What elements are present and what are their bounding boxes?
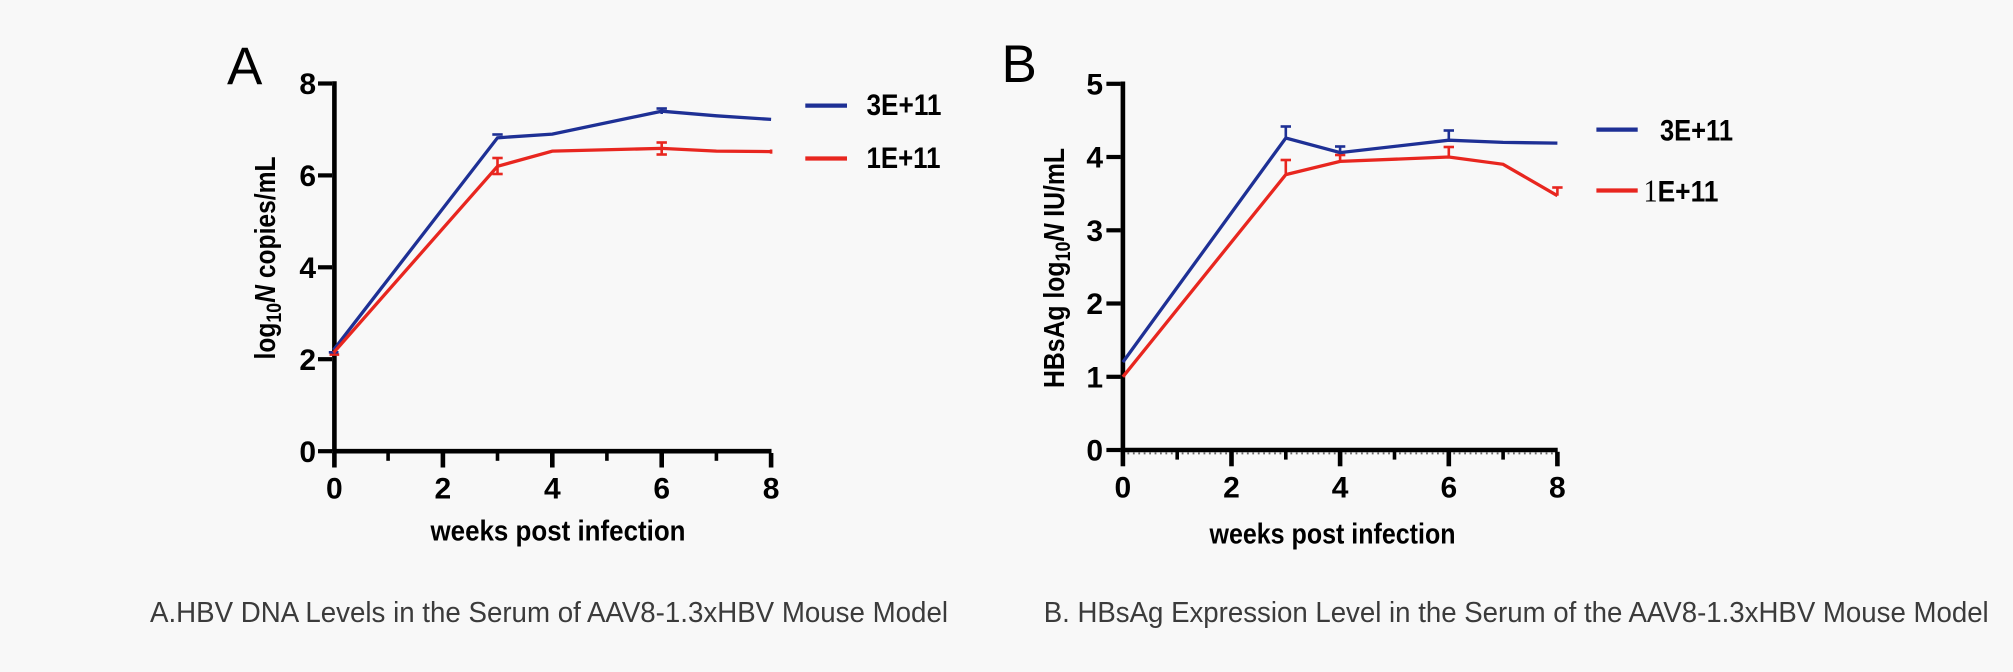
svg-text:2: 2: [435, 473, 452, 506]
svg-text:3: 3: [1086, 215, 1103, 248]
svg-text:2: 2: [1223, 471, 1240, 504]
svg-text:weeks post infection: weeks post infection: [430, 516, 686, 548]
svg-text:5: 5: [1086, 69, 1103, 102]
svg-text:0: 0: [299, 436, 316, 469]
svg-text:A: A: [227, 37, 263, 96]
svg-text:6: 6: [299, 160, 316, 193]
svg-text:4: 4: [544, 473, 561, 506]
svg-text:0: 0: [326, 473, 343, 506]
svg-text:B. HBsAg Expression Level in t: B. HBsAg Expression Level in the Serum o…: [1044, 597, 1989, 629]
svg-text:4: 4: [299, 252, 316, 285]
svg-text:0: 0: [1086, 435, 1103, 468]
svg-text:3E+11: 3E+11: [1660, 114, 1733, 147]
svg-text:1: 1: [1086, 362, 1103, 395]
svg-text:4: 4: [1332, 471, 1349, 504]
svg-text:8: 8: [299, 68, 316, 101]
svg-text:2: 2: [1086, 288, 1103, 321]
svg-text:HBsAg log10N IU/mL: HBsAg log10N IU/mL: [1039, 148, 1075, 388]
svg-text:0: 0: [1115, 471, 1132, 504]
svg-text:1E+11: 1E+11: [867, 142, 941, 175]
svg-text:2: 2: [299, 344, 316, 377]
svg-text:6: 6: [653, 473, 670, 506]
svg-text:1E+11: 1E+11: [1644, 173, 1719, 209]
svg-text:4: 4: [1086, 142, 1103, 175]
svg-text:6: 6: [1440, 471, 1457, 504]
svg-text:8: 8: [1549, 471, 1566, 504]
svg-text:B: B: [1002, 35, 1037, 94]
svg-text:weeks post infection: weeks post infection: [1209, 519, 1456, 551]
svg-text:log10N copies/mL: log10N copies/mL: [250, 156, 286, 359]
svg-text:3E+11: 3E+11: [867, 89, 942, 122]
svg-text:A.HBV DNA Levels in the Serum: A.HBV DNA Levels in the Serum of AAV8-1.…: [150, 597, 948, 629]
svg-text:8: 8: [763, 473, 780, 506]
